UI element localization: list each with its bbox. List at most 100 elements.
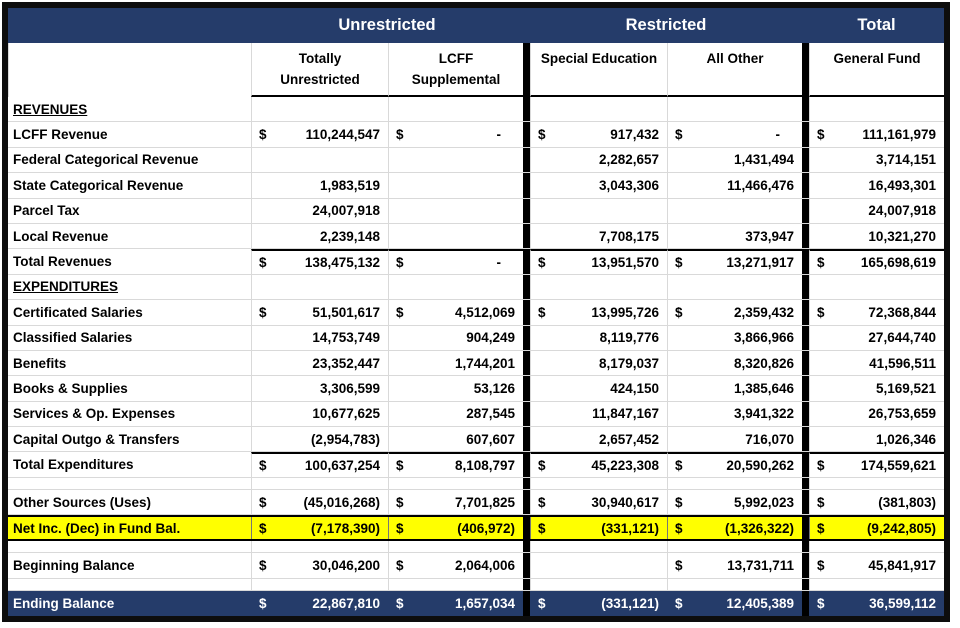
column-separator [802,350,809,376]
cell-general-fund: $45,841,917 [809,553,944,578]
cell-value: 26,753,659 [868,406,936,422]
cell-special-education: $45,223,308 [530,452,667,477]
cell-general-fund: 24,007,918 [809,198,944,223]
column-separator [802,401,809,427]
cell-value: 7,708,175 [598,228,659,244]
cell-value: 36,599,112 [869,596,936,612]
cell-value: - [496,127,502,143]
cell-general-fund: $36,599,112 [809,591,944,616]
cell-all-other [667,198,802,223]
cell-lcff-supplemental [388,274,523,300]
cell-lcff-supplemental: $7,701,825 [388,489,523,515]
cell-totally-unrestricted: $110,244,547 [251,122,388,147]
column-separator [802,147,809,173]
cell-value: 11,847,167 [592,406,659,422]
cell-value: 287,545 [466,406,515,422]
cell-value: - [775,127,781,143]
dollar-sign: $ [817,520,825,536]
cell-all-other: 1,385,646 [667,376,802,401]
cell-value: 53,126 [473,380,515,396]
column-separator [523,553,530,578]
cell-general-fund: $ (381,803) [809,489,944,515]
cell-special-education: $ (331,121) [530,517,667,540]
cell-value: 111,161,979 [862,127,936,143]
column-header-all-other: All Other [667,43,802,97]
dollar-sign: $ [817,494,825,510]
cell-value: 3,941,322 [733,406,794,422]
table-row-beginning-balance: Beginning Balance $30,046,200 $2,064,006 $1… [8,553,944,579]
cell-all-other [667,578,802,590]
column-separator [523,300,530,325]
cell-value: 3,714,151 [875,152,936,168]
column-separator [802,274,809,300]
column-header-special-education: Special Education [530,43,667,97]
cell-special-education [530,97,667,122]
column-separator [523,376,530,401]
dollar-sign: $ [396,255,404,271]
row-label: Total Revenues [13,254,112,270]
row-label: Other Sources (Uses) [13,494,152,510]
column-separator [802,477,809,489]
column-separator [523,427,530,452]
cell-general-fund: 41,596,511 [809,350,944,376]
table-row-total-expenditures: Total Expenditures $100,637,254 $8,108,797… [8,452,944,478]
cell-lcff-supplemental: 607,607 [388,427,523,452]
table-row-total-revenues: Total Revenues $138,475,132 $ - $13,951,570 $… [8,249,944,275]
row-label: REVENUES [13,101,88,117]
column-separator [802,578,809,590]
cell-special-education [530,477,667,489]
cell-general-fund [809,274,944,300]
dollar-sign: $ [396,520,404,536]
group-header-restricted: Restricted [625,16,707,34]
cell-totally-unrestricted: $30,046,200 [251,553,388,578]
table-row-federal-categorical-revenue: Federal Categorical Revenue 2,282,657 1,43… [8,147,944,174]
cell-totally-unrestricted: 1,983,519 [251,173,388,198]
cell-value: 1,744,201 [454,355,515,371]
cell-lcff-supplemental: 1,744,201 [388,350,523,376]
cell-general-fund: 26,753,659 [809,401,944,427]
cell-lcff-supplemental: $8,108,797 [388,452,523,477]
cell-value: 51,501,617 [312,304,380,320]
dollar-sign: $ [817,127,825,143]
column-separator [523,97,530,122]
dollar-sign: $ [396,494,404,510]
cell-lcff-supplemental: $1,657,034 [388,591,523,616]
dollar-sign: $ [675,458,683,474]
dollar-sign: $ [259,304,267,320]
cell-value: 2,657,452 [598,431,659,447]
cell-value: 2,239,148 [319,228,380,244]
dollar-sign: $ [538,520,546,536]
table-row-local-revenue: Local Revenue 2,239,148 7,708,175 373,947 10… [8,223,944,250]
row-label: Ending Balance [13,596,115,612]
cell-all-other: 3,866,966 [667,325,802,350]
cell-value: 100,637,254 [304,458,380,474]
cell-general-fund: 1,026,346 [809,427,944,452]
cell-value: 13,995,726 [591,304,659,320]
row-label: State Categorical Revenue [13,177,184,193]
column-separator [523,274,530,300]
cell-value: 13,731,711 [727,557,794,573]
cell-general-fund [809,97,944,122]
column-separator [523,477,530,489]
cell-value: 607,607 [466,431,515,447]
dollar-sign: $ [817,458,825,474]
group-gap [523,8,530,43]
table-row-spacer [8,541,944,554]
cell-value: 904,249 [466,330,515,346]
column-separator [523,223,530,249]
cell-special-education: 3,043,306 [530,173,667,198]
cell-value: 2,282,657 [598,152,659,168]
cell-special-education: $30,940,617 [530,489,667,515]
cell-special-education: $13,995,726 [530,300,667,325]
table-row-other-sources-uses: Other Sources (Uses) $ (45,016,268) $7,701,… [8,489,944,516]
cell-all-other: $13,731,711 [667,553,802,578]
column-separator [802,489,809,515]
column-header-totally-unrestricted: Totally Unrestricted [251,43,388,97]
cell-general-fund: $ (9,242,805) [809,517,944,540]
cell-lcff-supplemental [388,223,523,249]
row-label: Net Inc. (Dec) in Fund Bal. [13,520,181,536]
dollar-sign: $ [675,596,683,612]
dollar-sign: $ [259,557,267,573]
column-separator [802,517,809,540]
cell-special-education: 2,282,657 [530,147,667,173]
